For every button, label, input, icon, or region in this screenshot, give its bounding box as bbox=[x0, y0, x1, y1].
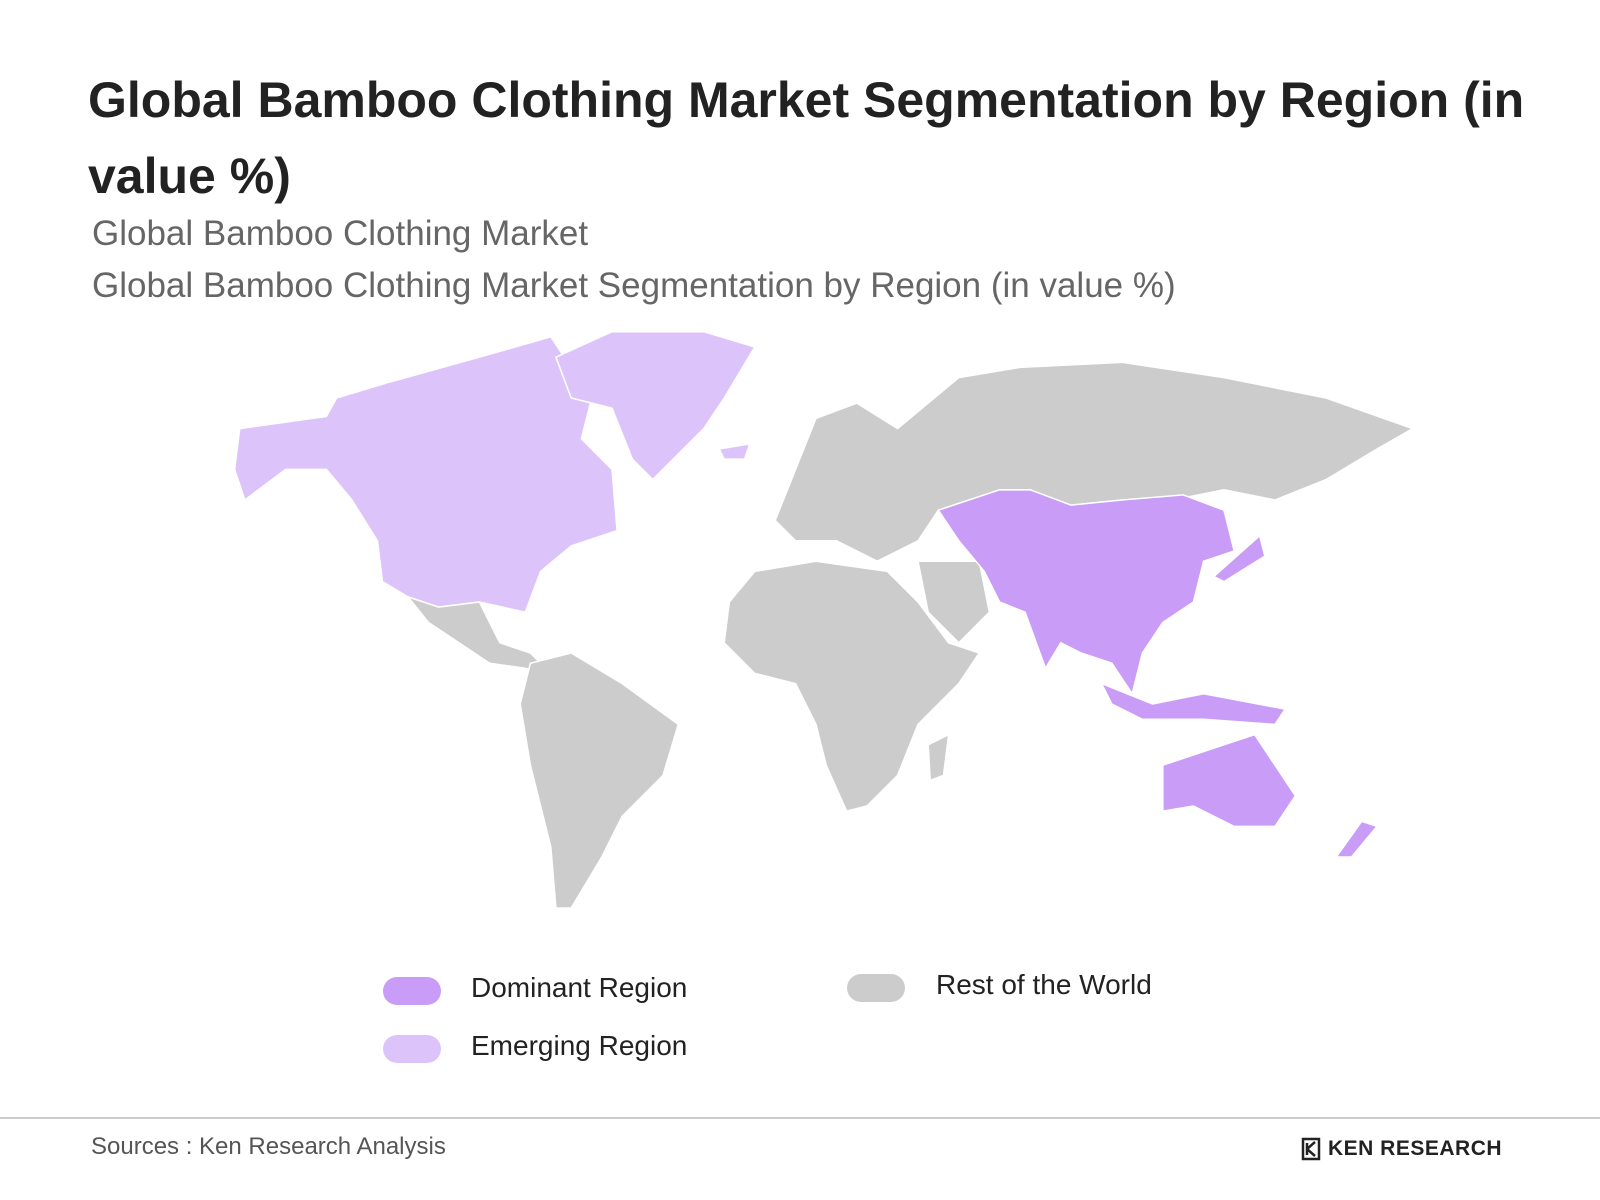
africa bbox=[723, 560, 981, 812]
subtitle: Global Bamboo Clothing Market Segmentati… bbox=[92, 266, 1176, 305]
madagascar bbox=[927, 733, 950, 782]
subtitle: Global Bamboo Clothing Market bbox=[92, 214, 589, 253]
south-america bbox=[519, 652, 680, 909]
legend-swatch bbox=[847, 974, 905, 1002]
legend-label: Rest of the World bbox=[936, 969, 1152, 1000]
legend-label: Dominant Region bbox=[471, 972, 688, 1003]
footer-rule bbox=[0, 1117, 1600, 1119]
legend-swatch bbox=[383, 1035, 441, 1063]
australia bbox=[1162, 733, 1297, 828]
greenland bbox=[554, 330, 756, 481]
logo-text: KEN RESEARCH bbox=[1328, 1137, 1503, 1160]
new-zealand bbox=[1334, 820, 1379, 858]
title: Global Bamboo Clothing Market Segmentati… bbox=[88, 72, 1525, 204]
iceland bbox=[717, 442, 751, 460]
legend-swatch bbox=[383, 977, 441, 1005]
japan bbox=[1212, 534, 1266, 583]
europe-russia bbox=[774, 361, 1415, 563]
central-america bbox=[405, 595, 554, 675]
north-america bbox=[233, 335, 618, 614]
middle-east bbox=[917, 560, 991, 644]
logo: KEN RESEARCH bbox=[1300, 1137, 1502, 1161]
logo-icon bbox=[1301, 1138, 1321, 1161]
asia bbox=[937, 489, 1236, 696]
legend-label: Emerging Region bbox=[471, 1030, 688, 1061]
indonesia bbox=[1100, 682, 1287, 726]
world-map bbox=[233, 330, 1415, 909]
source: Sources : Ken Research Analysis bbox=[91, 1133, 446, 1160]
